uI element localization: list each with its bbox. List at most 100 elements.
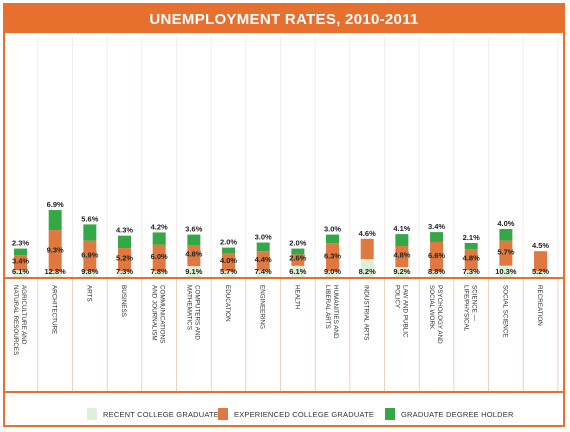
bar-recent-graduate xyxy=(291,265,305,277)
bar-experienced-graduate xyxy=(48,230,62,271)
label-graduate-degree: 3.4% xyxy=(428,222,445,231)
label-experienced-graduate: 4.8% xyxy=(393,251,410,260)
category-label: ARTS xyxy=(85,285,92,302)
category-label: SOCIAL SCIENCE xyxy=(501,285,508,338)
label-graduate-degree: 2.3% xyxy=(12,239,29,248)
category-label-line: SOCIAL WORK xyxy=(428,285,435,330)
bar-recent-graduate xyxy=(118,271,132,277)
category-label-line: RECREATION xyxy=(536,285,543,326)
label-recent-graduate: 5.2% xyxy=(532,267,549,276)
bar-recent-graduate xyxy=(48,271,62,277)
bar-recent-graduate xyxy=(326,271,340,277)
label-experienced-graduate: 2.6% xyxy=(289,254,306,263)
bar-graduate-degree xyxy=(464,242,478,250)
label-recent-graduate: 10.3% xyxy=(495,267,517,276)
label-experienced-graduate: 5.2% xyxy=(116,254,133,263)
legend: RECENT COLLEGE GRADUATE EXPERIENCED COLLE… xyxy=(5,407,563,425)
bar-recent-graduate xyxy=(222,271,236,277)
bar-graduate-degree xyxy=(395,234,409,247)
label-experienced-graduate: 6.6% xyxy=(428,251,445,260)
category-label-line: AND JOURNALISM xyxy=(151,285,158,341)
legend-item: EXPERIENCED COLLEGE GRADUATE xyxy=(218,407,374,421)
category-label-line: HEALTH xyxy=(293,285,300,310)
bar-graduate-degree xyxy=(256,242,270,252)
label-graduate-degree: 4.3% xyxy=(116,226,133,235)
legend-item: GRADUATE DEGREE HOLDER xyxy=(385,407,514,421)
label-experienced-graduate: 6.0% xyxy=(151,252,168,261)
category-label: ARCHITECTURE xyxy=(51,285,58,334)
bar-experienced-graduate xyxy=(464,249,478,271)
bar-experienced-graduate xyxy=(395,246,409,268)
bar-experienced-graduate xyxy=(499,240,513,266)
label-recent-graduate: 9.2% xyxy=(393,267,410,276)
category-label-line: POLICY xyxy=(393,285,400,309)
legend-item: RECENT COLLEGE GRADUATE xyxy=(87,407,219,421)
bar-graduate-degree xyxy=(499,229,513,241)
category-label-line: PSYCHOLOGY AND xyxy=(436,285,443,344)
label-recent-graduate: 9.8% xyxy=(81,267,98,276)
label-graduate-degree: 2.0% xyxy=(289,239,306,248)
label-experienced-graduate: 4.5% xyxy=(532,241,549,250)
label-recent-graduate: 7.4% xyxy=(255,267,272,276)
bar-graduate-degree xyxy=(152,232,166,245)
bar-experienced-graduate xyxy=(14,255,27,271)
bar-recent-graduate xyxy=(395,267,409,277)
category-label-line: SOCIAL SCIENCE xyxy=(501,285,508,338)
label-experienced-graduate: 6.3% xyxy=(324,252,341,261)
label-experienced-graduate: 5.7% xyxy=(497,247,514,256)
bar-graduate-degree xyxy=(187,234,201,246)
category-label-line: NATURAL RESOURCES xyxy=(12,285,19,355)
category-label: RECREATION xyxy=(536,285,543,326)
bar-experienced-graduate xyxy=(360,238,374,260)
category-label: HEALTH xyxy=(293,285,300,310)
bar-experienced-graduate xyxy=(222,253,236,271)
label-graduate-degree: 5.6% xyxy=(81,214,98,223)
category-label-line: COMMUNICATIONS xyxy=(159,285,166,343)
bar-graduate-degree xyxy=(118,235,132,249)
label-graduate-degree: 4.1% xyxy=(393,224,410,233)
label-experienced-graduate: 4.8% xyxy=(185,250,202,259)
bar-experienced-graduate xyxy=(187,245,201,267)
label-recent-graduate: 9.1% xyxy=(185,267,202,276)
label-experienced-graduate: 4.8% xyxy=(463,254,480,263)
label-graduate-degree: 2.0% xyxy=(220,238,237,247)
bar-experienced-graduate xyxy=(118,248,132,271)
label-experienced-graduate: 4.6% xyxy=(359,229,376,238)
bar-recent-graduate xyxy=(499,265,513,277)
label-recent-graduate: 5.7% xyxy=(220,267,237,276)
category-label-line: ARCHITECTURE xyxy=(51,285,58,334)
category-label-line: ARTS xyxy=(85,285,92,302)
legend-label: EXPERIENCED COLLEGE GRADUATE xyxy=(234,409,375,419)
category-label: ENGINEERING xyxy=(259,285,266,329)
bar-experienced-graduate xyxy=(83,240,97,271)
title-bar: UNEMPLOYMENT RATES, 2010-2011 xyxy=(5,5,563,33)
legend-label: RECENT COLLEGE GRADUATE xyxy=(103,409,220,419)
category-label-line: COMPUTERS AND xyxy=(193,285,200,340)
bar-recent-graduate xyxy=(187,266,201,277)
label-graduate-degree: 6.9% xyxy=(47,200,64,209)
bar-graduate-degree xyxy=(326,234,340,244)
label-experienced-graduate: 4.0% xyxy=(220,256,237,265)
label-experienced-graduate: 4.4% xyxy=(255,255,272,264)
bar-graduate-degree xyxy=(430,232,444,242)
category-label: INDUSTRIAL ARTS xyxy=(363,285,370,340)
chart-title: UNEMPLOYMENT RATES, 2010-2011 xyxy=(149,10,419,28)
label-experienced-graduate: 3.4% xyxy=(12,256,29,265)
bar-experienced-graduate xyxy=(534,251,548,271)
bar-recent-graduate xyxy=(360,259,374,277)
category-label-line: HUMANITIES AND xyxy=(332,285,339,339)
label-recent-graduate: 8.8% xyxy=(428,267,445,276)
bar-experienced-graduate xyxy=(152,244,166,271)
label-graduate-degree: 2.1% xyxy=(463,233,480,242)
label-graduate-degree: 4.2% xyxy=(151,222,168,231)
legend-label: GRADUATE DEGREE HOLDER xyxy=(401,409,514,419)
category-label-line: EDUCATION xyxy=(224,285,231,322)
label-graduate-degree: 3.0% xyxy=(255,233,272,242)
label-recent-graduate: 8.2% xyxy=(359,267,376,276)
